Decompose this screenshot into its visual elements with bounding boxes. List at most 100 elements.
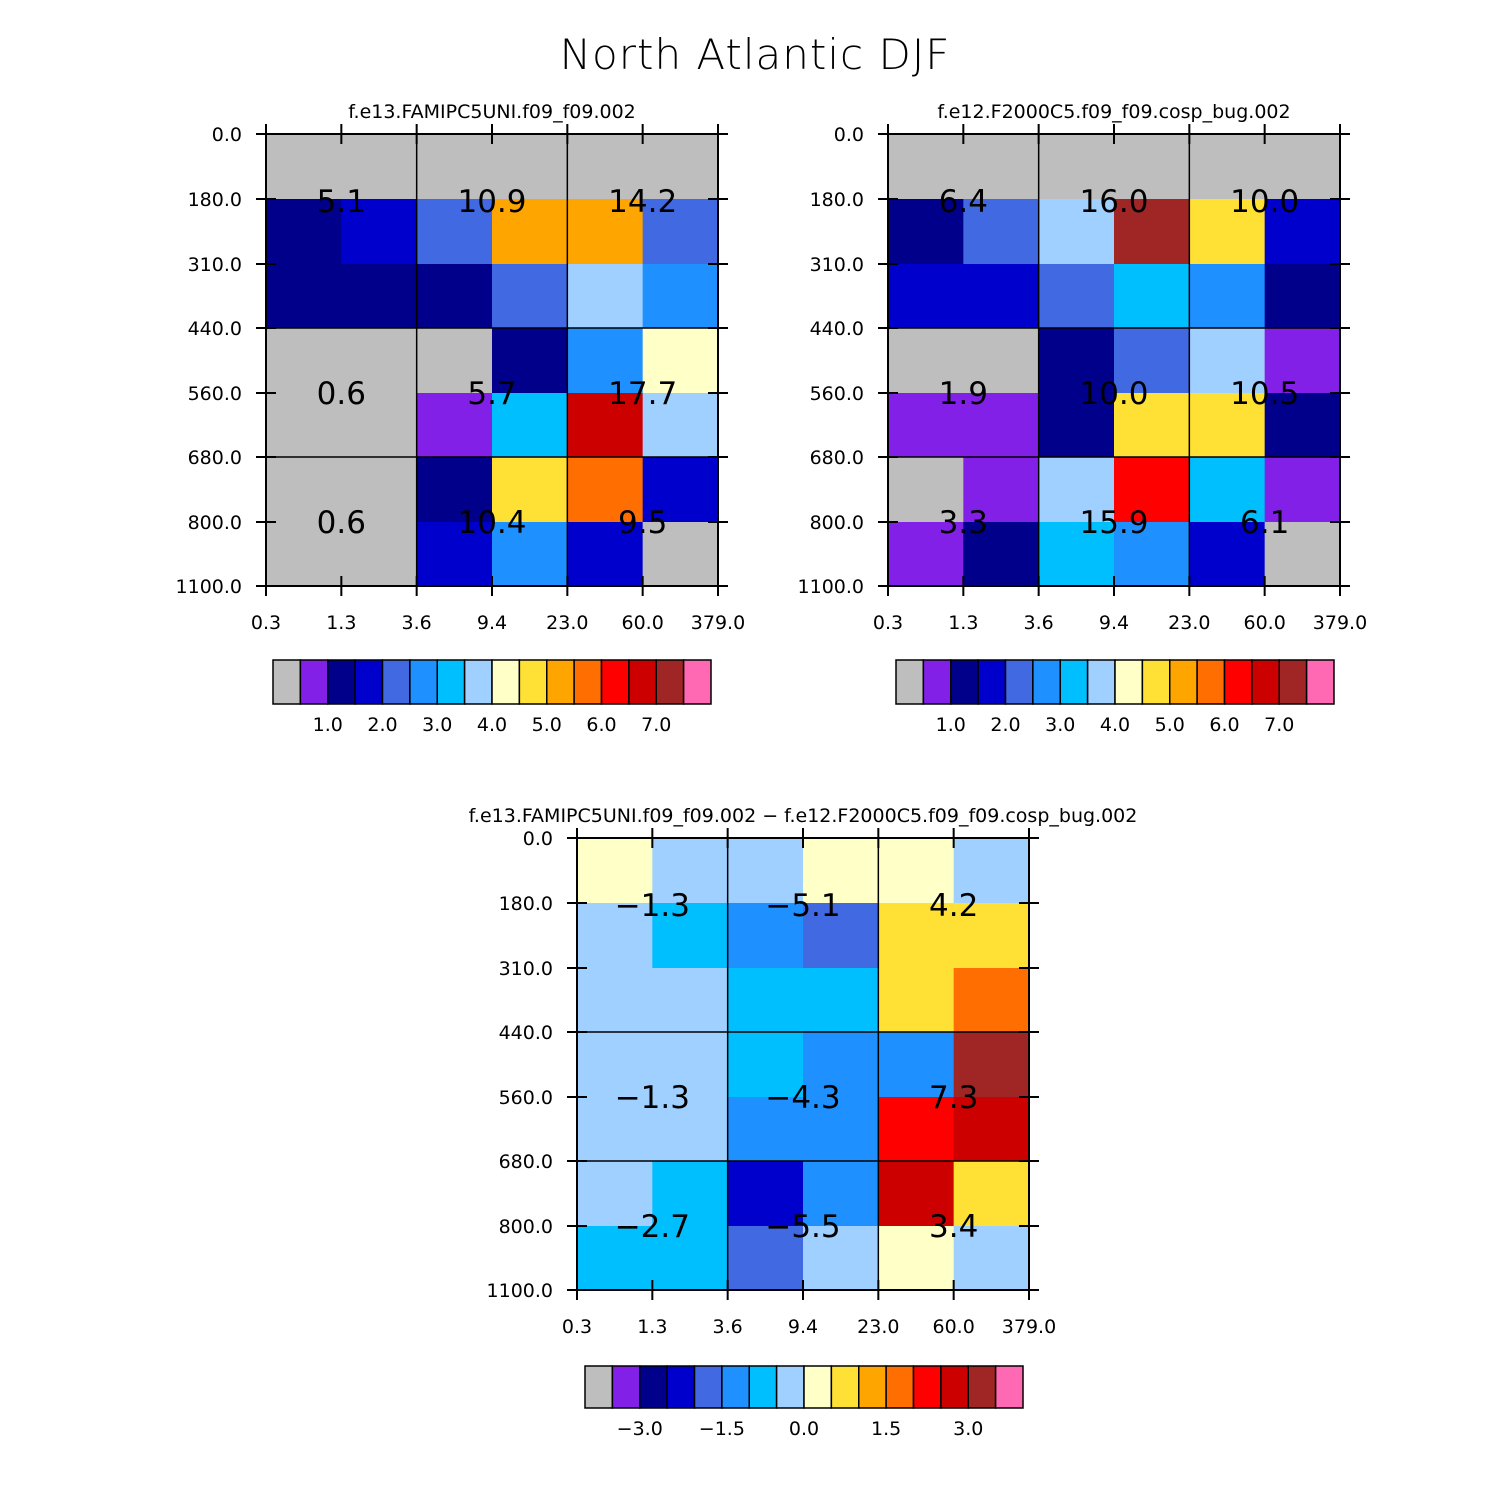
panel-1-colorbar-box	[463, 659, 493, 705]
panel-1-cell	[266, 264, 342, 329]
panel-2-colorbar-box	[1169, 659, 1198, 705]
panel-2-cell	[1189, 199, 1266, 265]
panel-2-value-label: 16.0	[1079, 184, 1148, 220]
panel-3-colorbar-label: 0.0	[789, 1418, 819, 1440]
panel-2-cell	[1038, 393, 1115, 458]
panel-3-cell	[803, 968, 879, 1033]
panel-1-colorbar-label: 2.0	[367, 714, 397, 736]
panel-2-ytick-label: 560.0	[810, 383, 864, 405]
panel-1-cell	[567, 328, 644, 394]
panel-2-ytick-label: 1100.0	[798, 576, 864, 598]
panel-1-cell	[341, 457, 418, 523]
panel-3-cell	[878, 1226, 955, 1291]
panel-2-colorbar-label: 3.0	[1045, 714, 1075, 736]
panel-1-value-label: 0.6	[317, 505, 366, 541]
panel-1-value-label: 9.5	[618, 505, 667, 541]
panel-1-ytick-label: 800.0	[188, 512, 242, 534]
panel-3-colorbar-label: −3.0	[617, 1418, 663, 1440]
panel-3-ytick-label: 680.0	[499, 1151, 553, 1173]
panel-3-xtick-label: 379.0	[1002, 1316, 1056, 1338]
panel-3-cell	[727, 903, 804, 969]
panel-2-ytick-label: 440.0	[810, 318, 864, 340]
panel-2-xtick-label: 60.0	[1244, 612, 1286, 634]
panel-3-cell	[953, 968, 1030, 1033]
panel-2-colorbar-box	[1114, 659, 1144, 705]
panel-1-cell	[567, 393, 644, 458]
panel-3-xtick-label: 60.0	[933, 1316, 975, 1338]
panel-2-ytick-label: 180.0	[810, 189, 864, 211]
panel-2-xtick-label: 3.6	[1024, 612, 1054, 634]
panel-1-cell	[266, 134, 342, 200]
panel-1-colorbar-box	[436, 659, 466, 705]
panel-2-value-label: 1.9	[939, 376, 988, 412]
panel-3-colorbar-box	[885, 1365, 915, 1409]
panel-1-cell	[492, 199, 568, 265]
panel-3-colorbar-label: −1.5	[699, 1418, 745, 1440]
panel-2-colorbar-box	[1196, 659, 1226, 705]
panel-3-cell	[803, 1032, 879, 1098]
panel-1-colorbar-box	[573, 659, 603, 705]
panel-1-colorbar-box	[409, 659, 438, 705]
panel-3-cell	[577, 1226, 653, 1291]
panel-1-value-label: 17.7	[608, 376, 677, 412]
panel-3-cell	[652, 1226, 729, 1291]
panel-3-cell	[727, 1097, 804, 1162]
panel-3-cell	[953, 1032, 1030, 1098]
panel-1-colorbar-label: 5.0	[532, 714, 562, 736]
panel-2-cell	[888, 457, 964, 523]
panel-2-colorbar-label: 4.0	[1100, 714, 1130, 736]
panel-1-xtick-label: 23.0	[546, 612, 588, 634]
panel-1-value-label: 0.6	[317, 376, 366, 412]
panel-2-cell	[888, 264, 964, 329]
panel-2-value-label: 10.0	[1230, 184, 1299, 220]
panel-1-colorbar-box	[655, 659, 685, 705]
panel-2-cell	[1264, 328, 1341, 394]
panel-2-colorbar-box	[1305, 659, 1335, 705]
panel-1-colorbar-box	[546, 659, 575, 705]
panel-2-colorbar-box	[895, 659, 925, 705]
panel-2-cell	[1114, 199, 1190, 265]
panel-3-cell	[878, 1097, 955, 1162]
panel-3-value-label: −5.1	[765, 888, 840, 924]
panel-1-xtick-label: 9.4	[477, 612, 507, 634]
panel-2-cell	[1114, 328, 1190, 394]
panel-2-ytick-label: 310.0	[810, 254, 864, 276]
panel-3-xtick-label: 0.3	[562, 1316, 592, 1338]
panel-2-cell	[963, 328, 1040, 394]
panel-1-cell	[266, 199, 342, 265]
panel-3-cell	[803, 1097, 879, 1162]
panel-2-xtick-label: 0.3	[873, 612, 903, 634]
panel-3-cell	[727, 968, 804, 1033]
panel-1-ytick-label: 310.0	[188, 254, 242, 276]
panel-1-xtick-label: 0.3	[251, 612, 281, 634]
panel-2-cell	[1114, 457, 1190, 523]
panel-2-cell	[1114, 134, 1190, 200]
panel-2-cell	[1189, 522, 1266, 587]
panel-3-cell	[577, 968, 653, 1033]
page-title: North Atlantic DJF	[559, 30, 951, 79]
panel-3-cell	[953, 903, 1030, 969]
panel-2-ytick-label: 0.0	[834, 124, 864, 146]
panel-3-cell	[652, 1032, 729, 1098]
panel-3-cell	[953, 1161, 1030, 1227]
panel-3-cell	[727, 1032, 804, 1098]
panel-1-ytick-label: 1100.0	[176, 576, 242, 598]
panel-3-cell	[652, 903, 729, 969]
panel-1-cell	[266, 457, 342, 523]
panel-1-value-label: 5.7	[467, 376, 516, 412]
panel-3-colorbar-box	[639, 1365, 668, 1409]
panel-2-cell	[1264, 522, 1341, 587]
panel-2-cell	[1189, 457, 1266, 523]
panel-3-colorbar-box	[693, 1365, 723, 1409]
panel-2-colorbar-box	[1223, 659, 1253, 705]
panel-2-colorbar-label: 7.0	[1264, 714, 1294, 736]
panel-3-cell	[878, 1032, 955, 1098]
panel-2-cell	[1038, 134, 1115, 200]
panel-1-xtick-label: 60.0	[622, 612, 664, 634]
panel-3-cell	[803, 1161, 879, 1227]
panel-2-cell	[1038, 199, 1115, 265]
panel-2-cell	[1038, 457, 1115, 523]
panel-2-ytick-label: 800.0	[810, 512, 864, 534]
panel-1-cell	[341, 328, 418, 394]
